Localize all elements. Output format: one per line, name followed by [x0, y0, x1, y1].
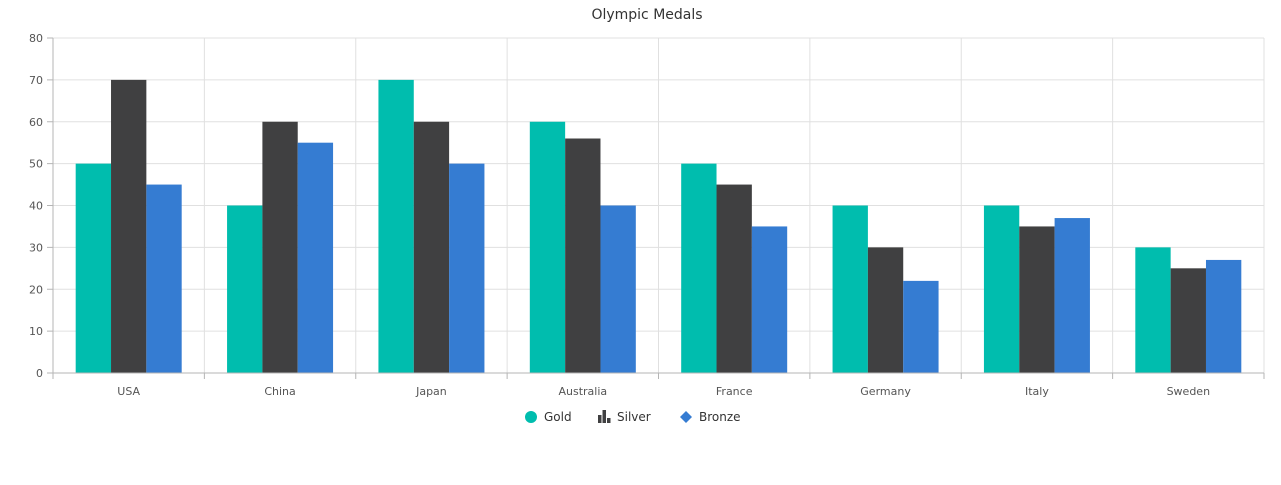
bar-bronze-china[interactable] [297, 142, 334, 373]
bar-bronze-italy[interactable] [1054, 218, 1090, 373]
y-tick-label: 70 [29, 74, 43, 87]
bar-chart-icon [598, 410, 611, 423]
chart-title: Olympic Medals [591, 7, 702, 23]
y-tick-label: 10 [29, 325, 43, 338]
circle-icon [525, 411, 537, 423]
bar-silver-italy[interactable] [1019, 226, 1055, 373]
legend-label: Gold [544, 410, 572, 424]
bar-bronze-japan[interactable] [449, 163, 485, 373]
y-tick-label: 50 [29, 158, 43, 171]
bar-silver-usa[interactable] [111, 79, 147, 373]
bar-gold-germany[interactable] [832, 205, 868, 374]
x-tick-label: Sweden [1167, 385, 1210, 398]
bar-silver-china[interactable] [262, 121, 298, 373]
bar-silver-sweden[interactable] [1170, 268, 1206, 373]
axes: 0 10 20 30 40 50 60 70 80 USA China Japan Australia F… [29, 32, 1265, 398]
y-tick-label: 0 [36, 367, 43, 380]
bar-silver-australia[interactable] [565, 138, 601, 374]
bar-silver-japan[interactable] [413, 121, 450, 373]
legend-label: Bronze [699, 410, 741, 424]
legend-item-gold[interactable]: Gold [525, 410, 572, 424]
y-tick-label: 40 [29, 200, 43, 213]
bar-gold-sweden[interactable] [1135, 247, 1171, 373]
bar-gold-china[interactable] [227, 205, 263, 374]
y-tick-label: 60 [29, 116, 43, 129]
x-tick-label: France [716, 385, 753, 398]
legend-item-bronze[interactable]: Bronze [680, 410, 741, 424]
x-tick-label: Germany [860, 385, 911, 398]
legend: Gold Silver Bronze [525, 410, 741, 424]
bar-gold-usa[interactable] [75, 163, 112, 373]
y-tick-label: 30 [29, 241, 43, 254]
bar-gold-france[interactable] [681, 163, 717, 373]
bars [75, 79, 1242, 374]
bar-bronze-australia[interactable] [600, 205, 636, 374]
bar-gold-japan[interactable] [378, 79, 414, 373]
bar-bronze-sweden[interactable] [1205, 259, 1242, 373]
bar-bronze-usa[interactable] [146, 184, 182, 373]
x-tick-label: Australia [558, 385, 607, 398]
bar-gold-italy[interactable] [983, 205, 1020, 374]
x-tick-label: USA [117, 385, 140, 398]
bar-bronze-germany[interactable] [903, 280, 939, 373]
bar-silver-germany[interactable] [867, 247, 904, 373]
y-tick-label: 80 [29, 32, 43, 45]
bar-gold-australia[interactable] [529, 121, 566, 373]
x-tick-label: Japan [415, 385, 447, 398]
legend-label: Silver [617, 410, 651, 424]
x-tick-label: China [264, 385, 295, 398]
diamond-icon [680, 411, 692, 423]
bar-silver-france[interactable] [716, 184, 752, 373]
x-tick-label: Italy [1025, 385, 1049, 398]
legend-item-silver[interactable]: Silver [598, 410, 651, 424]
y-tick-label: 20 [29, 283, 43, 296]
bar-bronze-france[interactable] [751, 226, 788, 373]
